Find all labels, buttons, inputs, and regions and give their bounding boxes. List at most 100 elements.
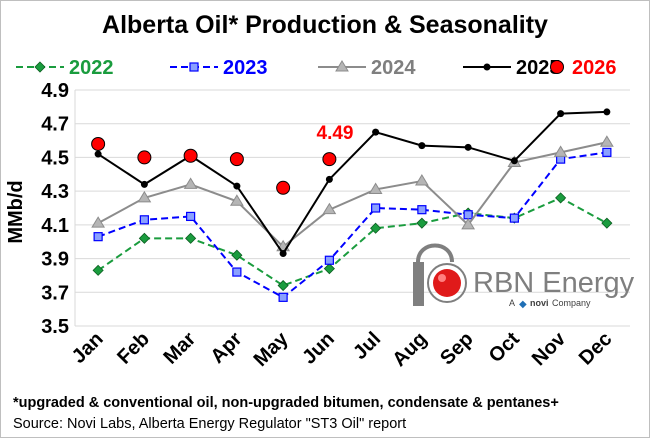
data-point [93,232,103,242]
data-point [91,216,106,228]
data-point [510,157,518,165]
data-point [138,232,150,244]
logo-drop-icon [433,269,461,297]
x-tick-label: Feb [113,328,154,369]
data-point [372,128,380,136]
legend-item-2026: 2026 [550,57,617,79]
y-axis-label: MMb/d [5,180,27,243]
legend-label: 2024 [371,57,416,79]
x-tick-label: Aug [388,328,431,371]
data-point [414,174,429,186]
y-tick-label: 4.1 [41,215,69,237]
data-point [233,182,241,190]
data-point [461,217,476,230]
x-tick-label: Mar [159,328,200,369]
x-tick-label: Nov [528,327,571,370]
annotation-label: 4.49 [317,123,354,144]
legend-item-2025: 2025 [463,57,561,79]
data-point [325,175,333,183]
data-point [370,222,382,234]
data-point [229,194,244,206]
data-point [229,152,244,167]
x-tick-label: Sep [436,328,477,369]
gridlines [74,89,630,327]
data-point [91,136,106,151]
data-point [557,110,565,118]
data-point [335,60,349,72]
data-point [232,267,242,277]
x-tick-label: Apr [206,328,246,368]
y-tick-label: 4.3 [41,181,69,203]
data-point [368,182,383,194]
data-point [416,217,428,229]
data-point [553,145,568,157]
data-point [276,180,291,195]
data-point [92,264,104,276]
data-point [278,292,288,302]
x-tick-label: Jan [68,328,108,368]
legend-item-2023: 2023 [170,57,268,79]
rbn-logo: RBN Energy A ◆ novi Company [413,243,635,310]
x-tick-label: Jun [298,328,339,369]
data-point [324,255,334,265]
logo-arc-icon [416,243,454,263]
legend-item-2022: 2022 [16,57,114,79]
y-tick-label: 4.9 [41,80,69,102]
data-point [599,135,614,147]
data-point [94,150,102,158]
logo-bar-icon [413,262,424,306]
logo-brand-text: RBN Energy [473,267,635,299]
data-point [34,61,46,73]
data-point [322,152,337,167]
series-line [97,110,607,256]
legend-label: 2026 [572,57,617,79]
data-point [509,213,519,223]
data-point [417,205,427,215]
y-tick-label: 3.7 [41,282,69,304]
data-point [322,202,337,215]
data-point [602,147,612,157]
series-line [97,151,608,299]
data-point [371,203,381,213]
y-tick-label: 4.5 [41,147,69,169]
legend-label: 2022 [69,57,114,79]
chart-title: Alberta Oil* Production & Seasonality [102,11,548,39]
data-point [555,192,567,204]
data-point [323,263,335,275]
data-point [137,150,152,165]
data-point [186,211,196,222]
data-point [463,210,473,220]
data-point [464,143,472,151]
data-point [279,250,287,258]
x-tick-label: May [250,327,294,371]
logo-ring-icon [427,263,467,303]
legend: 2022 2023 2024 2025 2026 [16,57,617,79]
data-point [603,108,611,116]
x-tick-label: Dec [575,328,617,370]
data-point [137,190,152,203]
data-point [483,63,491,71]
data-point [601,217,613,229]
y-axis-ticks: 4.9 4.7 4.5 4.3 4.1 3.9 3.7 3.5 [41,80,69,338]
legend-item-2024: 2024 [318,57,416,79]
logo-highlight-icon [438,274,446,282]
x-tick-label: Oct [485,328,524,367]
legend-label: 2023 [223,57,268,79]
footnote-line1: *upgraded & conventional oil, non-upgrad… [13,395,559,411]
data-point [183,177,198,189]
data-point [185,232,197,244]
data-point [183,148,198,163]
data-point [139,215,149,225]
logo-sub-company: Company [552,298,591,308]
series-2026 [91,136,337,195]
data-point [189,62,199,72]
x-tick-label: Jul [349,328,385,364]
series-2023 [93,147,612,302]
data-point [550,60,564,74]
x-axis-ticks: Jan Feb Mar Apr May Jun Jul Aug Sep Oct Nov Dec [68,327,617,371]
logo-sub-novi: novi [530,298,549,308]
series-layer [91,108,614,302]
y-tick-label: 3.9 [41,249,69,271]
data-point [231,249,243,261]
